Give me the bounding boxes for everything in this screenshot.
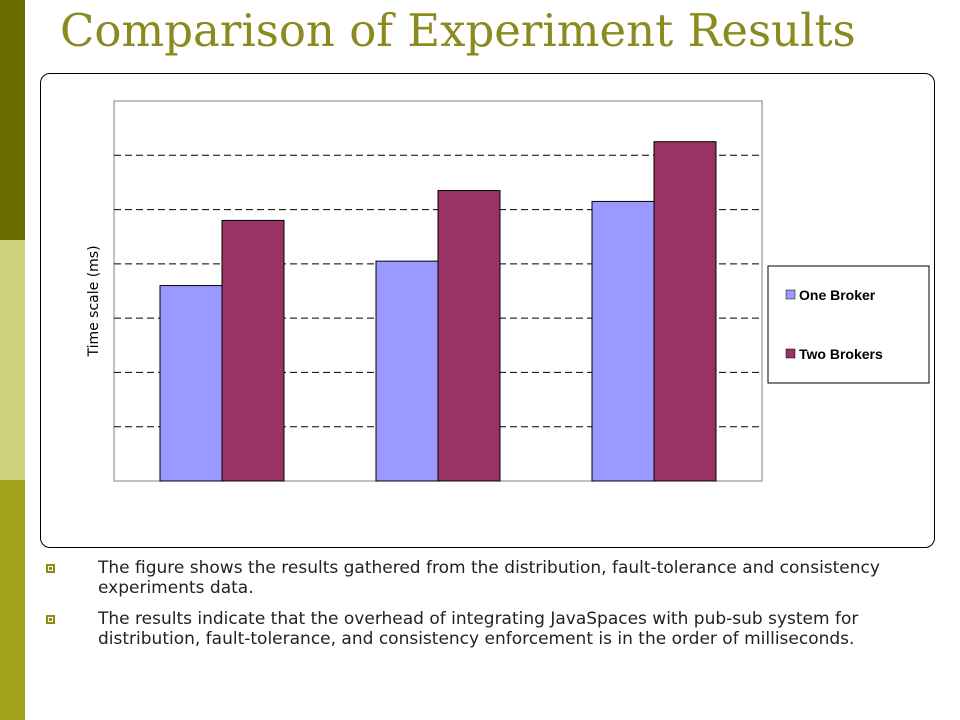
y-axis-label: Time scale (ms) [86, 245, 102, 357]
bar-two-brokers [221, 219, 285, 482]
bullet-item: The results indicate that the overhead o… [40, 609, 910, 649]
bar-one-broker [591, 200, 655, 482]
square-bullet-icon [46, 564, 55, 573]
legend-swatch [785, 289, 796, 300]
bar-two-brokers [437, 190, 501, 482]
square-bullet-icon [46, 615, 55, 624]
bar-one-broker [375, 260, 439, 482]
legend-swatch [785, 348, 796, 359]
bullet-item: The figure shows the results gathered fr… [40, 558, 910, 598]
legend-box [767, 265, 930, 384]
side-band-bottom [0, 480, 25, 720]
legend-label: Two Brokers [799, 346, 883, 362]
chart-frame: Time scale (ms) One Broker Two Brokers [40, 73, 935, 548]
bar-one-broker [159, 285, 223, 482]
slide-title: Comparison of Experiment Results [60, 4, 856, 57]
bullet-text: The figure shows the results gathered fr… [98, 558, 880, 598]
bar-chart: Time scale (ms) One Broker Two Brokers [86, 100, 930, 482]
bullet-text: The results indicate that the overhead o… [98, 609, 859, 649]
bullet-list: The figure shows the results gathered fr… [40, 558, 910, 660]
legend-label: One Broker [799, 287, 876, 303]
bar-two-brokers [653, 141, 717, 482]
side-band-middle [0, 240, 25, 480]
side-band-top [0, 0, 25, 240]
